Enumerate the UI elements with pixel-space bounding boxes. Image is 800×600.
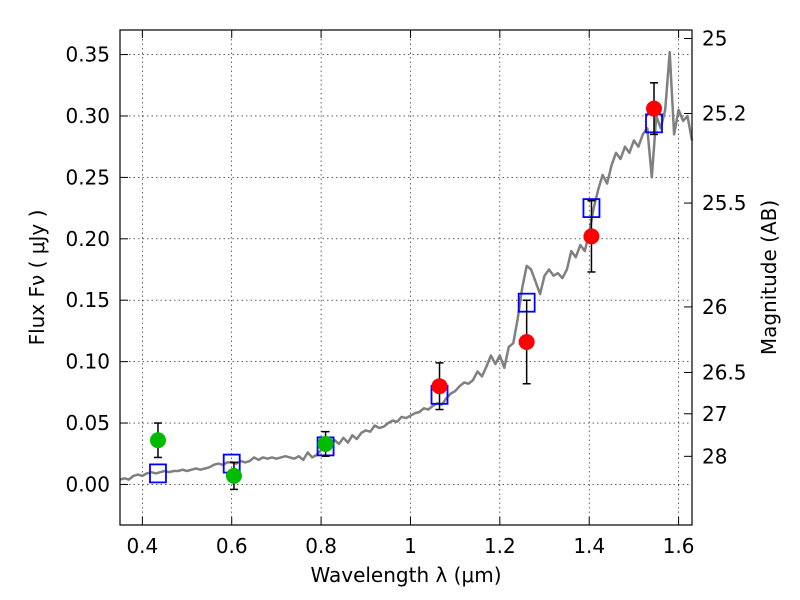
y-tick-label: 0.10 (65, 350, 110, 374)
data-point (431, 378, 448, 395)
x-tick-label: 1.2 (484, 534, 516, 558)
data-point (583, 228, 600, 245)
x-tick-label: 0.8 (305, 534, 337, 558)
y-tick-label: 0.15 (65, 288, 110, 312)
y2-tick-label: 26 (702, 295, 727, 319)
y2-axis-label: Magnitude (AB) (757, 200, 781, 355)
x-tick-label: 1.6 (663, 534, 695, 558)
y-tick-label: 0.30 (65, 104, 110, 128)
data-point (225, 467, 242, 484)
data-point (149, 432, 166, 449)
spectrum-line (119, 50, 694, 481)
x-tick-label: 0.6 (216, 534, 248, 558)
y-tick-label: 0.05 (65, 411, 110, 435)
axis-ticks: 0.4 0.6 0.8 1 1.2 1.4 1.6 0.00 0.05 0.10 0.15 0.20 0… (65, 26, 746, 558)
y-tick-label: 0.25 (65, 165, 110, 189)
y2-tick-label: 27 (702, 402, 727, 426)
y-tick-label: 0.20 (65, 227, 110, 251)
y2-tick-label: 25 (702, 26, 727, 50)
spectrum-series (119, 50, 694, 481)
data-point (646, 100, 663, 117)
x-axis-label: Wavelength λ (μm) (310, 563, 501, 587)
x-tick-label: 1 (404, 534, 417, 558)
y-tick-label: 0.00 (65, 472, 110, 496)
x-tick-label: 0.4 (126, 534, 158, 558)
y2-tick-label: 26.5 (702, 360, 747, 384)
x-tick-label: 1.4 (573, 534, 605, 558)
y-axis-label: Flux Fν ( μJy ) (25, 210, 49, 346)
data-point (317, 435, 334, 452)
model-box (149, 463, 167, 484)
y2-tick-label: 28 (702, 444, 727, 468)
data-marks (149, 82, 663, 491)
y2-tick-label: 25.2 (702, 102, 747, 126)
y-tick-label: 0.35 (65, 43, 110, 67)
y2-tick-label: 25.5 (702, 191, 747, 215)
data-point (518, 333, 535, 350)
grid (120, 30, 692, 525)
plot-frame (119, 29, 693, 526)
